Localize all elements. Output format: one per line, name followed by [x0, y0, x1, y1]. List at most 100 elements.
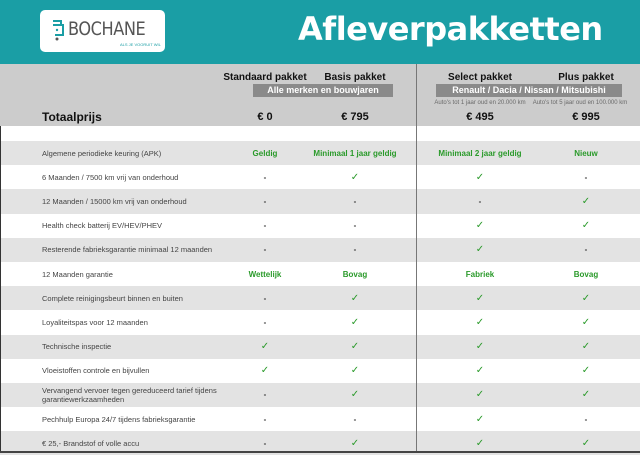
- select-note: Auto's tot 1 jaar oud en 20.000 km: [434, 100, 526, 106]
- check-icon: ✓: [475, 244, 485, 256]
- table-row: Pechhulp Europa 24/7 tijdens fabrieksgar…: [0, 407, 640, 431]
- check-icon: ✓: [350, 389, 360, 401]
- dash-cell: -: [263, 414, 267, 424]
- column-header-plus: Plus pakket: [558, 72, 614, 83]
- check-icon: ✓: [475, 389, 485, 401]
- table-row: 12 Maanden / 15000 km vrij van onderhoud…: [0, 189, 640, 214]
- table-row: Algemene periodieke keuring (APK) Geldig M…: [0, 141, 640, 166]
- feature-label: Complete reinigingsbeurt binnen en buite…: [42, 293, 183, 303]
- brand-tagline: ALS JE VOORUIT WIL: [120, 42, 161, 47]
- dash-cell: -: [263, 196, 267, 206]
- feature-label: Resterende fabrieksgarantie minimaal 12 …: [42, 245, 213, 255]
- dash-cell: -: [584, 414, 588, 424]
- dash-cell: -: [263, 438, 267, 448]
- price-standaard: € 0: [257, 111, 273, 123]
- check-icon: ✓: [475, 316, 485, 328]
- column-header-standaard: Standaard pakket: [223, 72, 307, 83]
- feature-table: Algemene periodieke keuring (APK) Geldig M…: [0, 141, 640, 455]
- column-divider: [416, 64, 417, 453]
- left-border: [0, 126, 1, 453]
- check-icon: ✓: [350, 316, 360, 328]
- dash-cell: -: [263, 172, 267, 182]
- dash-cell: -: [584, 172, 588, 182]
- feature-label: € 25,- Brandstof of volle accu: [42, 438, 140, 448]
- dash-cell: -: [353, 414, 357, 424]
- check-icon: ✓: [475, 437, 485, 449]
- feature-label: Loyaliteitspas voor 12 maanden: [42, 317, 148, 327]
- price-plus: € 995: [572, 111, 600, 123]
- check-icon: ✓: [581, 365, 591, 377]
- check-icon: ✓: [475, 413, 485, 425]
- check-icon: ✓: [581, 292, 591, 304]
- table-row: Technische inspectie ✓ ✓ ✓ ✓: [0, 334, 640, 359]
- dash-cell: -: [263, 293, 267, 303]
- table-row: 12 Maanden garantie Wettelijk Bovag Fabriek…: [0, 262, 640, 286]
- table-row: Complete reinigingsbeurt binnen en buite…: [0, 286, 640, 311]
- dash-cell: -: [263, 221, 267, 231]
- column-header-basis: Basis pakket: [324, 72, 386, 83]
- feature-label: 12 Maanden / 15000 km vrij van onderhoud: [42, 196, 187, 206]
- feature-label: Vloeistoffen controle en bijvullen: [42, 366, 150, 376]
- total-label: Totaalprijs: [42, 110, 102, 124]
- brand-name: BOCHANE: [68, 18, 146, 40]
- value-cell: Fabriek: [465, 269, 495, 279]
- dash-cell: -: [353, 221, 357, 231]
- check-icon: ✓: [475, 292, 485, 304]
- check-icon: ✓: [581, 220, 591, 232]
- feature-label: 12 Maanden garantie: [42, 269, 113, 279]
- dash-cell: -: [353, 245, 357, 255]
- bottom-border: [0, 451, 640, 453]
- dash-cell: -: [263, 390, 267, 400]
- check-icon: ✓: [475, 341, 485, 353]
- table-row: Health check batterij EV/HEV/PHEV - - ✓ ✓: [0, 214, 640, 238]
- cart-icon: [53, 20, 64, 41]
- check-icon: ✓: [581, 341, 591, 353]
- logo: BOCHANE ALS JE VOORUIT WIL: [40, 10, 165, 52]
- value-cell: Geldig: [252, 148, 278, 158]
- value-cell: Minimaal 1 jaar geldig: [313, 148, 397, 158]
- check-icon: ✓: [350, 341, 360, 353]
- check-icon: ✓: [581, 195, 591, 207]
- value-cell: Bovag: [342, 269, 368, 279]
- check-icon: ✓: [350, 292, 360, 304]
- check-icon: ✓: [581, 389, 591, 401]
- group-label-brands: Renault / Dacia / Nissan / Mitsubishi: [436, 84, 622, 97]
- check-icon: ✓: [260, 365, 270, 377]
- dash-cell: -: [263, 245, 267, 255]
- column-header-select: Select pakket: [448, 72, 512, 83]
- plus-note: Auto's tot 5 jaar oud en 100.000 km: [532, 100, 628, 106]
- check-icon: ✓: [475, 365, 485, 377]
- table-row: Resterende fabrieksgarantie minimaal 12 …: [0, 237, 640, 262]
- value-cell: Wettelijk: [248, 269, 282, 279]
- group-label-all-brands: Alle merken en bouwjaren: [253, 84, 393, 97]
- dash-cell: -: [353, 196, 357, 206]
- header: BOCHANE ALS JE VOORUIT WIL Afleverpakket…: [0, 0, 640, 64]
- price-select: € 495: [466, 111, 494, 123]
- dash-cell: -: [263, 317, 267, 327]
- check-icon: ✓: [260, 341, 270, 353]
- check-icon: ✓: [350, 171, 360, 183]
- feature-label: Health check batterij EV/HEV/PHEV: [42, 221, 163, 231]
- table-row: Vervangend vervoer tegen gereduceerd tar…: [0, 382, 640, 408]
- value-cell: Nieuw: [574, 148, 598, 158]
- dash-cell: -: [584, 245, 588, 255]
- table-row: Loyaliteitspas voor 12 maanden - ✓ ✓ ✓: [0, 310, 640, 334]
- price-basis: € 795: [341, 111, 369, 123]
- feature-label: Vervangend vervoer tegen gereduceerd tar…: [42, 385, 217, 404]
- feature-label: 6 Maanden / 7500 km vrij van onderhoud: [42, 172, 179, 182]
- check-icon: ✓: [350, 365, 360, 377]
- check-icon: ✓: [581, 316, 591, 328]
- check-icon: ✓: [475, 171, 485, 183]
- check-icon: ✓: [581, 437, 591, 449]
- value-cell: Bovag: [573, 269, 599, 279]
- page-title: Afleverpakketten: [298, 10, 603, 48]
- value-cell: Minimaal 2 jaar geldig: [438, 148, 522, 158]
- dash-cell: -: [478, 196, 482, 206]
- check-icon: ✓: [475, 220, 485, 232]
- table-row: 6 Maanden / 7500 km vrij van onderhoud - ✓…: [0, 165, 640, 189]
- table-row: Vloeistoffen controle en bijvullen ✓ ✓ ✓ ✓: [0, 359, 640, 383]
- table-row: € 25,- Brandstof of volle accu - ✓ ✓ ✓: [0, 431, 640, 455]
- feature-label: Pechhulp Europa 24/7 tijdens fabrieksgar…: [42, 414, 196, 424]
- feature-label: Technische inspectie: [42, 342, 112, 352]
- check-icon: ✓: [350, 437, 360, 449]
